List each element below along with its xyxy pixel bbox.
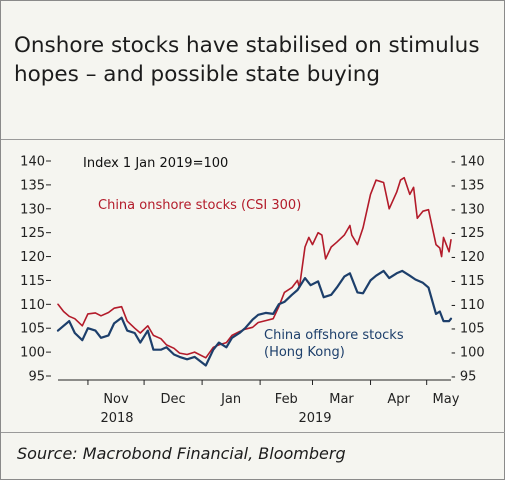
index-base-annotation: Index 1 Jan 2019=100 [83, 156, 228, 171]
y-tick-label-left: 95 [28, 370, 45, 385]
y-tick-label-left: 135 [20, 178, 45, 193]
y-tick-label-right: - 120 [451, 250, 485, 265]
x-month-label: Jan [220, 392, 241, 407]
x-month-label: Nov [103, 392, 129, 407]
y-tick-label-left: 120 [20, 250, 45, 265]
y-tick-label-right: - 115 [451, 274, 485, 289]
chart-area: 95 100 105 110 115 120 125 130 135 140 - 95- 100-… [1, 140, 505, 432]
y-tick-label-left: 125 [20, 226, 45, 241]
x-month-label: Apr [387, 392, 410, 407]
x-year-label: 2019 [298, 411, 331, 426]
x-year-label: 2018 [100, 411, 133, 426]
source-note: Source: Macrobond Financial, Bloomberg [17, 444, 346, 463]
y-tick-label-left: 105 [20, 322, 45, 337]
source-divider [1, 432, 505, 433]
y-tick-label-left: 130 [20, 202, 45, 217]
series-label-offshore-line1: China offshore stocks [264, 328, 404, 343]
chart-card: Onshore stocks have stabilised on stimul… [0, 0, 505, 480]
chart-title: Onshore stocks have stabilised on stimul… [14, 33, 480, 87]
x-month-label: Feb [275, 392, 298, 407]
x-axis: Nov Dec Jan Feb Mar Apr May 2018 2019 [87, 380, 460, 426]
series-layer [56, 176, 453, 367]
y-tick-label-right: - 125 [451, 226, 485, 241]
y-tick-label-right: - 110 [451, 298, 485, 313]
title-divider [1, 139, 505, 140]
y-tick-label-left: 100 [20, 346, 45, 361]
series-label-offshore-line2: (Hong Kong) [264, 345, 345, 360]
x-month-label: Mar [329, 392, 354, 407]
series-label-onshore: China onshore stocks (CSI 300) [98, 198, 301, 213]
y-tick-label-left: 110 [20, 298, 45, 313]
y-tick-label-right: - 130 [451, 202, 485, 217]
series-line-offshore [56, 269, 453, 367]
y-axis-left: 95 100 105 110 115 120 125 130 135 140 [20, 155, 51, 385]
y-tick-label-right: - 95 [451, 370, 476, 385]
y-tick-label-right: - 105 [451, 322, 485, 337]
y-tick-label-right: - 100 [451, 346, 485, 361]
y-tick-label-right: - 140 [451, 155, 485, 170]
y-tick-label-left: 140 [20, 155, 45, 170]
y-tick-label-left: 115 [20, 274, 45, 289]
series-line-onshore [57, 176, 452, 359]
x-month-label: Dec [161, 392, 186, 407]
y-tick-label-right: - 135 [451, 178, 485, 193]
x-month-label: May [433, 392, 460, 407]
y-axis-right: - 95 - 100 - 105 - 110 - 115 - 120 - 125 - 130 -… [451, 155, 485, 385]
